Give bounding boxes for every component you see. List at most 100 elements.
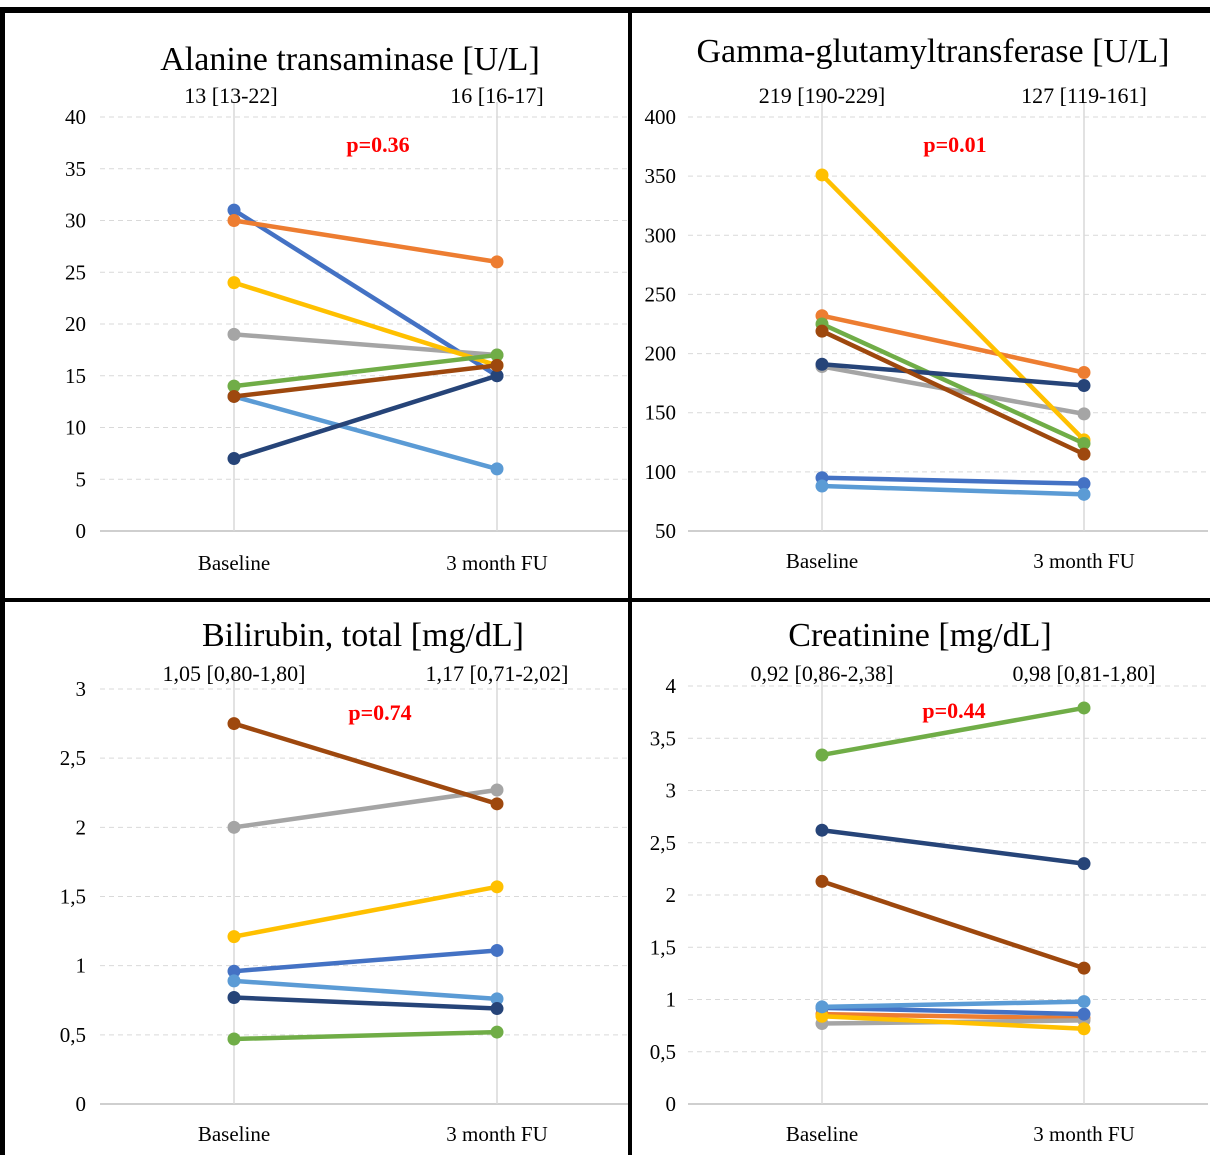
y-tick-label: 25 <box>65 260 86 284</box>
series-line <box>231 352 500 389</box>
data-point <box>1077 379 1091 393</box>
series-5 <box>227 389 504 476</box>
y-tick-label: 0 <box>76 519 87 543</box>
series-line <box>819 313 1087 375</box>
y-tick-label: 10 <box>65 416 86 440</box>
chart-panel-2: 50 100 150 200 250 300 350 400 Baseline 3 month F… <box>645 33 1208 573</box>
data-point <box>227 452 241 466</box>
median-range-label: 16 [16-17] <box>450 83 543 108</box>
data-point <box>227 203 241 217</box>
series-line <box>231 207 500 378</box>
y-tick-label: 0 <box>666 1092 677 1116</box>
series-6 <box>227 990 504 1016</box>
data-point <box>227 1032 241 1046</box>
series-5 <box>227 1025 504 1046</box>
series-7 <box>227 369 504 466</box>
y-tick-label: 2 <box>666 883 677 907</box>
y-tick-label: 15 <box>65 364 86 388</box>
data-point <box>815 874 829 888</box>
data-point <box>1077 365 1091 379</box>
data-point <box>227 930 241 944</box>
data-point <box>815 823 829 837</box>
y-tick-label: 1 <box>666 988 677 1012</box>
chart-title: Gamma-glutamyltransferase [U/L] <box>697 33 1170 70</box>
series-line <box>231 787 500 830</box>
series-line <box>819 1011 1087 1021</box>
series-line <box>231 280 500 368</box>
data-point <box>227 974 241 988</box>
median-range-label: 1,05 [0,80-1,80] <box>163 661 306 686</box>
y-tick-label: 0,5 <box>60 1023 86 1047</box>
series-line <box>819 321 1087 446</box>
series-6 <box>227 348 504 393</box>
series-line <box>231 1029 500 1042</box>
series-3 <box>227 880 504 944</box>
p-value-label: p=0.36 <box>346 132 409 157</box>
median-range-label: 127 [119-161] <box>1021 83 1147 108</box>
y-tick-label: 0 <box>76 1092 87 1116</box>
data-point <box>227 820 241 834</box>
data-point <box>490 348 504 362</box>
data-point <box>815 1000 829 1014</box>
x-category-label: 3 month FU <box>1033 1122 1135 1146</box>
series-4 <box>815 823 1091 871</box>
series-7 <box>227 717 504 811</box>
data-point <box>490 783 504 797</box>
series-line <box>231 373 500 461</box>
chart-panel-1: 0 5 10 15 20 25 30 35 40 Baseline 3 month FU Alanin… <box>65 41 628 575</box>
series-line <box>231 218 500 265</box>
data-point <box>490 1002 504 1016</box>
series-line <box>819 705 1087 758</box>
x-category-label: Baseline <box>786 549 858 573</box>
data-point <box>227 389 241 403</box>
data-point <box>1077 701 1091 715</box>
data-point <box>227 964 241 978</box>
data-point <box>815 168 829 182</box>
y-tick-label: 1,5 <box>60 885 86 909</box>
panel-frame <box>0 7 1210 1155</box>
y-tick-label: 2 <box>76 815 87 839</box>
series-5 <box>815 479 1091 501</box>
data-point <box>490 255 504 269</box>
y-tick-label: 2,5 <box>650 831 676 855</box>
data-point <box>1077 1022 1091 1036</box>
data-point <box>1077 477 1091 491</box>
y-tick-label: 3,5 <box>650 726 676 750</box>
chart-title: Bilirubin, total [mg/dL] <box>202 617 524 654</box>
series-line <box>819 1013 1087 1032</box>
series-line <box>819 361 1087 388</box>
series-5 <box>815 701 1091 762</box>
data-point <box>815 479 829 493</box>
y-tick-label: 350 <box>645 164 677 188</box>
data-point <box>815 1009 829 1023</box>
y-tick-label: 20 <box>65 312 86 336</box>
x-category-label: 3 month FU <box>1033 549 1135 573</box>
median-range-label: 1,17 [0,71-2,02] <box>426 661 569 686</box>
series-line <box>819 328 1087 457</box>
series-1 <box>227 943 504 978</box>
y-tick-label: 250 <box>645 282 677 306</box>
chart-panel-4: 0 0,5 1 1,5 2 2,5 3 3,5 4 Baseline 3 month FU Creat… <box>650 617 1208 1146</box>
series-line <box>231 721 500 807</box>
y-tick-label: 0,5 <box>650 1040 676 1064</box>
data-point <box>227 327 241 341</box>
data-point <box>815 324 829 338</box>
y-tick-label: 5 <box>76 467 87 491</box>
y-tick-label: 3 <box>76 677 87 701</box>
chart-panel-3: 0 0,5 1 1,5 2 2,5 3 Baseline 3 month FU Bilirubin… <box>60 617 628 1146</box>
y-tick-label: 2,5 <box>60 746 86 770</box>
x-category-label: 3 month FU <box>446 1122 548 1146</box>
data-point <box>1077 436 1091 450</box>
y-tick-label: 150 <box>645 401 677 425</box>
data-point <box>490 462 504 476</box>
y-tick-label: 300 <box>645 223 677 247</box>
data-point <box>227 276 241 290</box>
chart-title: Alanine transaminase [U/L] <box>160 41 540 78</box>
data-point <box>490 1025 504 1039</box>
data-point <box>490 797 504 811</box>
data-point <box>1077 857 1091 871</box>
data-point <box>227 379 241 393</box>
series-8 <box>815 324 1091 461</box>
y-tick-label: 40 <box>65 105 86 129</box>
series-8 <box>227 358 504 403</box>
